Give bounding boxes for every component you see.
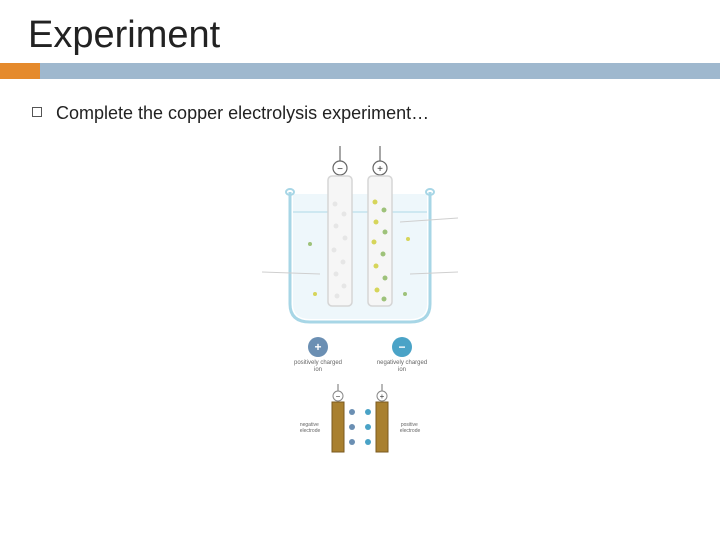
- svg-text:+: +: [377, 164, 383, 175]
- electrolysis-beaker-diagram: − +: [260, 144, 460, 329]
- accent-left: [0, 63, 40, 79]
- accent-bar: [0, 63, 720, 79]
- diagram-area: − +: [0, 144, 720, 457]
- bullet-text: Complete the copper electrolysis experim…: [56, 103, 429, 124]
- legend-negative-label: negatively charged ion: [374, 360, 430, 374]
- legend-positive-label: positively charged ion: [290, 360, 346, 374]
- legend-negative-ion: − negatively charged ion: [374, 337, 430, 374]
- accent-right: [40, 63, 720, 79]
- negative-electrode-label: negative electrode: [300, 422, 321, 434]
- svg-text:−: −: [336, 392, 341, 401]
- page-title: Experiment: [0, 0, 720, 63]
- svg-text:+: +: [380, 392, 385, 401]
- bullet-marker: [32, 107, 42, 117]
- positive-ion-icon: +: [308, 337, 328, 357]
- electrodes-diagram: − + negative electrode positive electrod…: [290, 382, 430, 457]
- negative-ion-icon: −: [392, 337, 412, 357]
- svg-text:−: −: [337, 164, 343, 175]
- legend-positive-ion: + positively charged ion: [290, 337, 346, 374]
- positive-electrode-label: positive electrode: [400, 422, 421, 434]
- ion-legend: + positively charged ion − negatively ch…: [290, 337, 430, 374]
- bullet-row: Complete the copper electrolysis experim…: [0, 79, 720, 124]
